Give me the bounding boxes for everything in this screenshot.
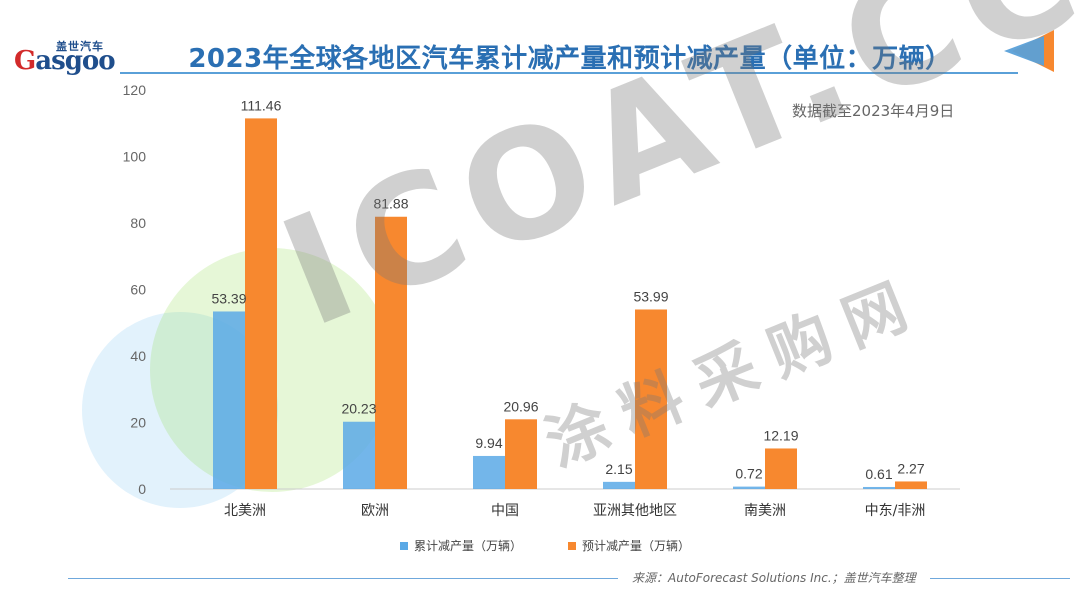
y-tick-label: 0 [138, 481, 146, 497]
bar-cumulative [473, 455, 505, 489]
data-label-cumulative: 9.94 [475, 435, 502, 451]
data-label-forecast: 53.99 [633, 288, 668, 304]
data-label-cumulative: 2.15 [605, 461, 632, 477]
bar-forecast [765, 448, 797, 489]
x-category-label: 亚洲其他地区 [593, 503, 677, 519]
bar-cumulative [213, 311, 245, 489]
data-label-cumulative: 0.72 [735, 466, 762, 482]
y-tick-label: 120 [123, 82, 147, 98]
legend-swatch-cumulative [400, 541, 408, 550]
x-category-label: 北美洲 [224, 503, 266, 519]
logo-cn-text: 盖世汽车 [56, 40, 104, 53]
bar-forecast [635, 309, 667, 489]
corner-arrow-icon [1004, 30, 1054, 72]
y-tick-label: 100 [123, 149, 147, 165]
legend-label-cumulative: 累计减产量（万辆） [414, 539, 523, 553]
x-category-label: 中东/非洲 [865, 503, 926, 519]
y-tick-label: 40 [130, 348, 146, 364]
title-underline [120, 72, 1018, 74]
gasgoo-logo: 盖世汽车 Gasgoo [14, 38, 116, 78]
bar-cumulative [863, 486, 895, 489]
data-date-note: 数据截至2023年4月9日 [792, 102, 955, 120]
y-tick-label: 60 [130, 282, 146, 298]
data-label-forecast: 2.27 [897, 460, 924, 476]
data-label-forecast: 81.88 [373, 196, 408, 212]
chart-legend: 累计减产量（万辆） 预计减产量（万辆） [400, 537, 690, 554]
bar-cumulative [603, 481, 635, 489]
data-label-cumulative: 0.61 [865, 466, 892, 482]
bar-forecast [895, 481, 927, 489]
x-category-label: 欧洲 [361, 503, 389, 519]
bar-forecast [375, 216, 407, 489]
legend-swatch-forecast [568, 541, 577, 550]
bar-forecast [245, 118, 277, 489]
y-tick-label: 20 [130, 415, 146, 431]
bar-forecast [505, 419, 537, 489]
data-label-forecast: 12.19 [763, 427, 798, 443]
page-title: 2023年全球各地区汽车累计减产量和预计减产量（单位：万辆） [188, 44, 952, 74]
bar-cumulative [733, 486, 765, 489]
x-category-label: 中国 [491, 503, 519, 519]
footer-divider-left [68, 578, 618, 579]
footer-divider-right [930, 578, 1070, 579]
legend-item-cumulative: 累计减产量（万辆） [400, 537, 522, 554]
x-category-label: 南美洲 [744, 503, 786, 519]
logo-word: Gasgoo [14, 46, 116, 76]
source-note: 来源：AutoForecast Solutions Inc.；盖世汽车整理 [632, 571, 916, 585]
legend-label-forecast: 预计减产量（万辆） [582, 539, 691, 553]
data-label-forecast: 20.96 [503, 398, 538, 414]
bar-cumulative [343, 421, 375, 489]
data-label-cumulative: 53.39 [211, 290, 246, 306]
y-tick-label: 80 [130, 215, 146, 231]
data-label-cumulative: 20.23 [341, 401, 376, 417]
data-label-forecast: 111.46 [241, 97, 282, 113]
legend-item-forecast: 预计减产量（万辆） [568, 537, 690, 554]
